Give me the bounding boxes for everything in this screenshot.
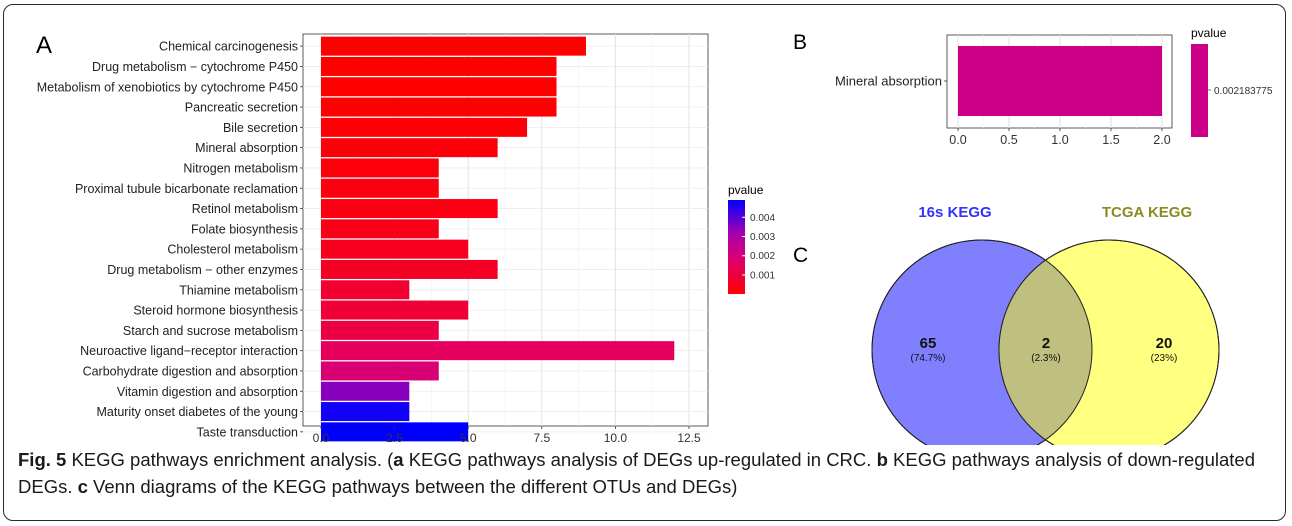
venn-diagram: 16s KEGG TCGA KEGG 65 (74.7%) 2 (2.3%) 2… bbox=[871, 204, 1220, 445]
x-tick-label: 1.5 bbox=[1102, 133, 1119, 147]
chart-b: Mineral absorption 0.0 0.5 1.0 1.5 2.0 pvalu… bbox=[835, 26, 1273, 147]
category-label: Thiamine metabolism bbox=[179, 283, 298, 297]
category-label: Mineral absorption bbox=[195, 141, 298, 155]
x-tick-label: 0.5 bbox=[1000, 133, 1017, 147]
chart-b-bars bbox=[958, 46, 1162, 116]
category-label: Retinol metabolism bbox=[192, 202, 298, 216]
caption-a-text: KEGG pathways analysis of DEGs up-regula… bbox=[403, 449, 877, 470]
bar bbox=[321, 178, 439, 198]
venn-overlap bbox=[999, 240, 1092, 445]
bar bbox=[321, 138, 498, 158]
venn-set-16s-outline bbox=[871, 239, 1093, 445]
caption-c-letter: c bbox=[77, 476, 88, 497]
category-label: Cholesterol metabolism bbox=[167, 243, 298, 257]
chart-b-x-ticks: 0.0 0.5 1.0 1.5 2.0 bbox=[949, 128, 1171, 147]
chart-b-category-labels: Mineral absorption bbox=[835, 74, 947, 89]
caption-c-text: Venn diagrams of the KEGG pathways betwe… bbox=[87, 476, 738, 497]
caption-a-letter: a bbox=[393, 449, 404, 470]
bar bbox=[321, 300, 469, 320]
x-tick-label: 5.0 bbox=[460, 431, 477, 445]
category-label: Neuroactive ligand−receptor interaction bbox=[80, 344, 298, 358]
venn-pct-overlap: (2.3%) bbox=[1031, 353, 1060, 364]
chart-b-legend-tick: 0.002183775 bbox=[1214, 86, 1273, 97]
venn-pct-tcga: (23%) bbox=[1151, 353, 1178, 364]
venn-pct-16s: (74.7%) bbox=[910, 353, 945, 364]
chart-b-colorbar bbox=[1191, 44, 1208, 137]
x-tick-label: 0.0 bbox=[313, 431, 330, 445]
chart-a: Chemical carcinogenesis Drug metabolism −… bbox=[37, 33, 775, 445]
figure-frame bbox=[3, 4, 1286, 521]
bar bbox=[321, 361, 439, 381]
category-label: Proximal tubule bicarbonate reclamation bbox=[75, 182, 298, 196]
category-label: Nitrogen metabolism bbox=[183, 161, 298, 175]
bar bbox=[321, 77, 557, 97]
x-tick-label: 2.5 bbox=[386, 431, 403, 445]
bar bbox=[321, 280, 410, 300]
chart-b-legend-title: pvalue bbox=[1191, 26, 1227, 40]
bar bbox=[321, 259, 498, 279]
x-tick-label: 12.5 bbox=[677, 431, 701, 445]
bar bbox=[958, 46, 1162, 116]
chart-a-colorbar-ticks: 0.004 0.003 0.002 0.001 bbox=[742, 213, 775, 281]
category-label: Starch and sucrose metabolism bbox=[123, 324, 298, 338]
colorbar-tick-label: 0.001 bbox=[750, 270, 775, 281]
category-label: Drug metabolism − other enzymes bbox=[107, 263, 298, 277]
figure-caption: Fig. 5 KEGG pathways enrichment analysis… bbox=[18, 446, 1268, 500]
panel-b-label: B bbox=[793, 31, 807, 54]
x-tick-label: 10.0 bbox=[604, 431, 628, 445]
figure-canvas: A B C Chemical carcinogenesis Drug metabo… bbox=[36, 26, 1273, 445]
panel-a-label: A bbox=[36, 32, 52, 59]
bar bbox=[321, 36, 586, 56]
caption-b-letter: b bbox=[876, 449, 888, 470]
bar bbox=[321, 422, 469, 442]
venn-count-tcga: 20 bbox=[1156, 335, 1173, 352]
caption-fig-label: Fig. 5 bbox=[18, 449, 67, 470]
chart-b-legend: pvalue 0.002183775 bbox=[1191, 26, 1273, 137]
chart-a-bars bbox=[321, 36, 675, 442]
category-label: Mineral absorption bbox=[835, 74, 942, 89]
bar bbox=[321, 320, 439, 340]
bar bbox=[321, 117, 528, 137]
category-label: Metabolism of xenobiotics by cytochrome … bbox=[37, 80, 298, 94]
x-tick-label: 1.0 bbox=[1051, 133, 1068, 147]
colorbar-tick-label: 0.003 bbox=[750, 232, 775, 243]
venn-count-overlap: 2 bbox=[1042, 335, 1050, 352]
bar bbox=[321, 199, 498, 219]
bar bbox=[321, 341, 675, 361]
x-tick-label: 0.0 bbox=[949, 133, 966, 147]
category-label: Folate biosynthesis bbox=[191, 222, 298, 236]
bar bbox=[321, 381, 410, 401]
caption-title: KEGG pathways enrichment analysis. ( bbox=[66, 449, 394, 470]
x-tick-label: 7.5 bbox=[533, 431, 550, 445]
caption-b-text: KEGG pathways analysis of down-regulated… bbox=[18, 449, 1255, 497]
x-tick-label: 2.0 bbox=[1153, 133, 1170, 147]
venn-set-tcga-outline bbox=[998, 239, 1220, 445]
venn-label-16s: 16s KEGG bbox=[918, 204, 991, 221]
bar bbox=[321, 239, 469, 259]
venn-count-16s: 65 bbox=[920, 335, 937, 352]
venn-label-tcga: TCGA KEGG bbox=[1102, 204, 1192, 221]
category-label: Vitamin digestion and absorption bbox=[117, 385, 298, 399]
category-label: Bile secretion bbox=[223, 121, 298, 135]
chart-a-colorbar bbox=[728, 200, 745, 294]
bar bbox=[321, 97, 557, 117]
category-label: Pancreatic secretion bbox=[185, 101, 298, 115]
bar bbox=[321, 219, 439, 239]
colorbar-tick-label: 0.002 bbox=[750, 251, 775, 262]
chart-a-x-ticks: 0.0 2.5 5.0 7.5 10.0 12.5 bbox=[313, 426, 701, 445]
chart-a-legend-title: pvalue bbox=[728, 183, 764, 197]
category-label: Steroid hormone biosynthesis bbox=[133, 304, 298, 318]
bar bbox=[321, 402, 410, 422]
bar bbox=[321, 158, 439, 178]
panel-c-label: C bbox=[793, 244, 808, 267]
category-label: Taste transduction bbox=[197, 425, 298, 439]
category-label: Carbohydrate digestion and absorption bbox=[83, 364, 298, 378]
chart-a-category-labels: Chemical carcinogenesis Drug metabolism −… bbox=[37, 40, 303, 439]
category-label: Maturity onset diabetes of the young bbox=[96, 405, 298, 419]
chart-a-legend: pvalue 0.004 0.003 0.002 0.001 bbox=[728, 183, 775, 294]
category-label: Chemical carcinogenesis bbox=[159, 40, 298, 54]
bar bbox=[321, 56, 557, 76]
colorbar-tick-label: 0.004 bbox=[750, 213, 775, 224]
category-label: Drug metabolism − cytochrome P450 bbox=[92, 60, 298, 74]
